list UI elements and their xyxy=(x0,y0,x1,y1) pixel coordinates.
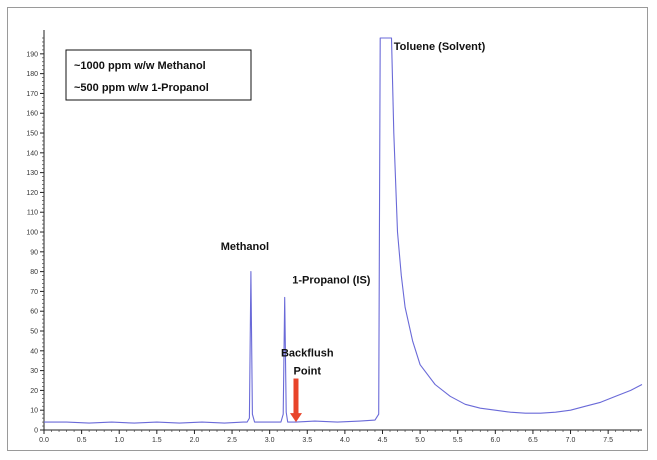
tick-marks: 0.0 0.5 1.0 1.5 2.0 2.5 3.0 3.5 4.0 4.5 5.0 5.5 6.0 6… xyxy=(26,37,639,444)
legend-entry-methanol: ~1000 ppm w/w Methanol xyxy=(74,60,206,72)
annotations: Toluene (Solvent) Methanol 1-Propanol (IS)… xyxy=(221,41,486,423)
axes xyxy=(43,30,642,431)
x-tick-label: 0.0 xyxy=(39,437,49,444)
x-tick-label: 0.5 xyxy=(77,437,87,444)
y-tick-label: 30 xyxy=(30,368,38,375)
annotation-label: 1-Propanol (IS) xyxy=(292,274,371,286)
y-tick-label: 120 xyxy=(26,190,38,197)
y-tick-label: 40 xyxy=(30,348,38,355)
x-tick-label: 3.5 xyxy=(302,437,312,444)
x-tick-label: 1.0 xyxy=(114,437,124,444)
x-tick-label: 6.5 xyxy=(528,437,538,444)
y-tick-label: 0 xyxy=(34,428,38,435)
y-tick-label: 170 xyxy=(26,91,38,98)
y-tick-label: 180 xyxy=(26,71,38,78)
y-tick-label: 70 xyxy=(30,289,38,296)
x-tick-label: 4.5 xyxy=(378,437,388,444)
y-tick-label: 100 xyxy=(26,230,38,237)
annotation-label: Backflush xyxy=(281,348,334,360)
annotation-label: Toluene (Solvent) xyxy=(394,41,486,53)
x-tick-label: 2.0 xyxy=(190,437,200,444)
legend-box xyxy=(65,49,252,101)
x-tick-label: 7.5 xyxy=(603,437,613,444)
x-tick-label: 7.0 xyxy=(566,437,576,444)
y-tick-label: 90 xyxy=(30,249,38,256)
y-tick-label: 160 xyxy=(26,111,38,118)
y-tick-label: 20 xyxy=(30,388,38,395)
x-tick-label: 5.0 xyxy=(415,437,425,444)
legend-entry-1-propanol: ~500 ppm w/w 1-Propanol xyxy=(74,82,209,94)
y-tick-label: 150 xyxy=(26,131,38,138)
y-tick-label: 80 xyxy=(30,269,38,276)
x-tick-label: 5.5 xyxy=(453,437,463,444)
x-tick-label: 4.0 xyxy=(340,437,350,444)
y-tick-label: 60 xyxy=(30,309,38,316)
annotation-label: Point xyxy=(294,366,322,378)
x-tick-label: 1.5 xyxy=(152,437,162,444)
x-tick-label: 2.5 xyxy=(227,437,237,444)
y-tick-label: 110 xyxy=(27,210,38,217)
legend: ~1000 ppm w/w Methanol ~500 ppm w/w 1-Pr… xyxy=(65,49,252,101)
arrow-shaft xyxy=(293,378,299,415)
arrow-head xyxy=(289,413,302,423)
series-line-0 xyxy=(44,37,643,424)
y-tick-label: 50 xyxy=(30,329,38,336)
x-tick-label: 3.0 xyxy=(265,437,275,444)
y-tick-label: 190 xyxy=(26,51,38,58)
x-tick-label: 6.0 xyxy=(490,437,500,444)
y-tick-label: 130 xyxy=(26,170,38,177)
series-layer xyxy=(44,37,643,424)
y-tick-label: 140 xyxy=(26,150,38,157)
y-tick-label: 10 xyxy=(30,408,38,415)
annotation-label: Methanol xyxy=(221,241,269,253)
